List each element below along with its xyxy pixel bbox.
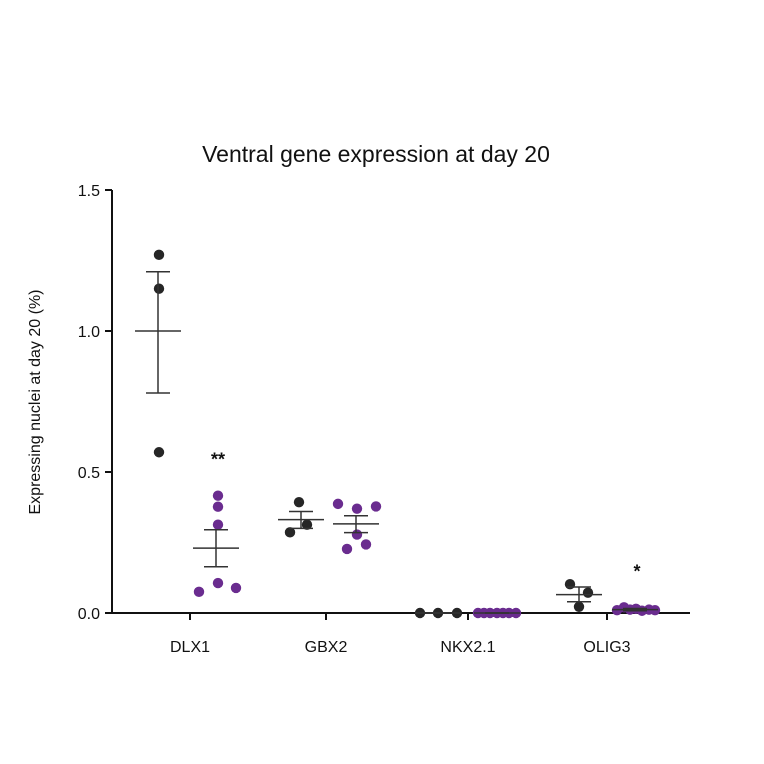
y-tick-label: 0.5 xyxy=(78,465,100,482)
data-point xyxy=(564,579,576,590)
x-tick-label: OLIG3 xyxy=(583,639,630,656)
x-tick-label: DLX1 xyxy=(170,639,210,656)
data-point xyxy=(360,539,372,550)
y-tick-label: 0.0 xyxy=(78,606,100,623)
data-point xyxy=(212,490,224,501)
group-DLX1-1: ** xyxy=(193,450,242,598)
data-point xyxy=(332,498,344,510)
data-point xyxy=(153,283,165,294)
group-DLX1-0 xyxy=(135,249,181,458)
group-GBX2-2 xyxy=(278,496,324,538)
data-marks: *** xyxy=(135,249,661,619)
data-point xyxy=(370,501,382,512)
group-NKX2.1-4 xyxy=(414,607,463,619)
data-point xyxy=(301,519,313,530)
data-point xyxy=(212,519,224,530)
data-point xyxy=(573,601,585,612)
significance-label: ** xyxy=(211,450,225,470)
data-point xyxy=(212,501,224,512)
group-GBX2-3 xyxy=(332,498,382,555)
significance-label: * xyxy=(633,561,640,581)
axes: 0.0 0.5 1.0 1.5 DLX1 GBX2 NKX2.1 OLIG3 xyxy=(78,183,690,656)
y-tick-label: 1.5 xyxy=(78,183,100,200)
data-point xyxy=(193,586,205,598)
group-OLIG3-6 xyxy=(556,579,602,612)
data-point xyxy=(351,529,363,540)
group-OLIG3-7: * xyxy=(611,561,661,616)
x-tick-label: GBX2 xyxy=(305,639,348,656)
y-axis-label: Expressing nuclei at day 20 (%) xyxy=(27,290,44,515)
data-point xyxy=(284,527,296,538)
data-point xyxy=(293,496,305,508)
y-tick-label: 1.0 xyxy=(78,324,100,341)
data-point xyxy=(153,447,165,458)
data-point xyxy=(153,249,165,261)
data-point xyxy=(351,503,363,514)
x-tick-label: NKX2.1 xyxy=(440,639,495,656)
group-NKX2.1-5 xyxy=(472,607,522,619)
data-point xyxy=(582,587,594,598)
data-point xyxy=(230,582,242,594)
data-point xyxy=(212,577,224,589)
data-point xyxy=(341,543,353,555)
chart-title: Ventral gene expression at day 20 xyxy=(202,141,550,167)
